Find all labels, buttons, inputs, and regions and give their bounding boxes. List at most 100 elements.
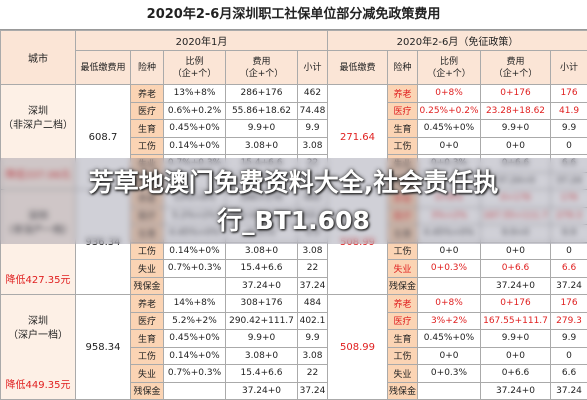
value-cell: 9.9+0 (225, 119, 298, 138)
value-cell: 176 (549, 84, 587, 103)
value-cell: 290.42+111.7 (225, 311, 298, 330)
value-cell: 0 (549, 136, 587, 155)
value-cell: 0.45%+0% (417, 329, 481, 348)
value-cell: 0+0 (480, 346, 551, 365)
value-cell: 0.14%+0% (163, 241, 226, 260)
city-cell: 深圳 （深户一档） 降低449.35元 (0, 294, 76, 400)
overlay-line: 芳草地澳门免费资料大全,社会责任执 (88, 168, 499, 197)
header-cell: 最低缴费 (327, 50, 388, 85)
value-cell: 41.9 (549, 101, 587, 120)
value-cell: 14%+8% (163, 294, 226, 313)
value-cell: 0+6.6 (480, 259, 551, 278)
value-cell: 167.55+111.7 (480, 311, 551, 330)
type-cell: 工伤 (387, 241, 418, 260)
value-cell: 3%+2% (417, 311, 481, 330)
header-cell: 小计 (297, 50, 328, 85)
data-row: 残保金 37.24+0 37.24 残保金 37.24+0 37.24 (1, 381, 587, 400)
overlay-line: 行_BT1.608 (217, 206, 370, 235)
value-cell: 0+0 (417, 241, 481, 260)
header-sub: （企+个） (172, 68, 217, 79)
header-sub: （企+个） (493, 68, 538, 79)
value-cell: 0+0.3% (417, 259, 481, 278)
value-cell: 15.4+6.6 (225, 364, 298, 383)
data-row: 工伤 0.14%+0% 3.08+0 3.08 工伤 0+0 0+0 0 (1, 346, 587, 365)
value-cell: 3.08+0 (225, 241, 298, 260)
value-cell: 5.2%+2% (163, 311, 226, 330)
data-row: 生育 0.45%+0% 9.9+0 9.9 生育 0.45%+0% 9.9+0 9.9 (1, 329, 587, 348)
ratio-cell (417, 276, 481, 295)
value-cell: 3.08 (297, 136, 328, 155)
value-cell: 0+0 (480, 241, 551, 260)
header-cell: 费用 （企+个） (480, 50, 551, 85)
value-cell: 462 (297, 84, 328, 103)
header-sub: （企+个） (239, 68, 284, 79)
data-row: 深圳 （非深户二档） 降低337.06元 608.7 养老 13%+8% 286+176 46… (0, 84, 587, 190)
type-cell: 生育 (130, 329, 164, 348)
value-cell: 22 (297, 259, 328, 278)
ratio-cell (163, 381, 226, 400)
type-cell: 工伤 (387, 346, 418, 365)
data-row: 医疗 0.6%+0.2% 55.86+18.62 74.48 医疗 0.25%+0.2% 2… (1, 101, 587, 120)
value-cell: 286+176 (225, 84, 298, 103)
data-row: 深圳 （深户一档） 降低449.35元 958.34 养老 14%+8% 308+176 48… (0, 294, 587, 400)
type-cell: 失业 (130, 364, 164, 383)
value-cell: 402.1 (297, 311, 328, 330)
value-cell: 23.28+18.62 (480, 101, 551, 120)
overlay-band (0, 158, 587, 244)
header-cell: 险种 (387, 50, 418, 85)
type-cell: 工伤 (130, 241, 164, 260)
value-cell: 0+176 (480, 294, 551, 313)
value-cell: 0.25%+0.2% (417, 101, 481, 120)
header-cell: 比例 （企+个） (163, 50, 226, 85)
title: 2020年2-6月深圳职工社保单位部分减免政策费用 (0, 0, 587, 30)
min-pay: 508.99 (327, 294, 388, 400)
city-sub: （非深户二档） (3, 120, 73, 131)
header-cell: 城市 (0, 30, 76, 85)
type-cell: 失业 (387, 364, 418, 383)
header-cell: 险种 (130, 50, 164, 85)
min-pay: 958.34 (75, 294, 131, 400)
type-cell: 生育 (387, 329, 418, 348)
header-text: 费用 (506, 56, 525, 67)
value-cell: 13%+8% (163, 84, 226, 103)
header-row: 最低缴费用 险种 比例 （企+个） 费用 （企+个） 小计 最低缴费 险种 比例 （企+个） 费用 （企… (1, 50, 587, 85)
type-cell: 生育 (387, 119, 418, 138)
type-cell: 养老 (387, 294, 418, 313)
value-cell: 9.9+0 (480, 329, 551, 348)
data-row: 医疗 5.2%+2% 290.42+111.7 402.1 医疗 3%+2% 167.55+… (1, 311, 587, 330)
value-cell: 37.24+0 (225, 276, 298, 295)
value-cell: 37.24+0 (480, 381, 551, 400)
type-cell: 残保金 (387, 276, 418, 295)
value-cell: 9.9 (297, 329, 328, 348)
value-cell: 6.6 (549, 259, 587, 278)
type-cell: 医疗 (387, 311, 418, 330)
data-row: 失业 0.7%+0.3% 15.4+6.6 22 失业 0+0.3% 0+6.6 6.6 (1, 259, 587, 278)
header-sub: （企+个） (427, 68, 471, 79)
city-name: 深圳 (28, 316, 48, 327)
type-cell: 残保金 (387, 381, 418, 400)
header-text: 比例 (185, 56, 204, 67)
value-cell: 0+0.3% (417, 364, 481, 383)
value-cell: 6.6 (549, 364, 587, 383)
value-cell: 9.9+0 (225, 329, 298, 348)
value-cell: 0.6%+0.2% (163, 101, 226, 120)
value-cell: 0+6.6 (480, 364, 551, 383)
type-cell: 工伤 (387, 136, 418, 155)
value-cell: 0+0 (417, 346, 481, 365)
value-cell: 484 (297, 294, 328, 313)
value-cell: 3.08 (297, 241, 328, 260)
data-row: 工伤 0.14%+0% 3.08+0 3.08 工伤 0+0 0+0 0 (1, 136, 587, 155)
value-cell: 37.24 (297, 381, 328, 400)
header-cell: 费用 （企+个） (225, 50, 298, 85)
ratio-cell (417, 381, 481, 400)
type-cell: 医疗 (387, 101, 418, 120)
header-cell: 2020年1月 (75, 30, 328, 51)
type-cell: 失业 (387, 259, 418, 278)
value-cell: 3.08+0 (225, 136, 298, 155)
value-cell: 0+176 (480, 84, 551, 103)
value-cell: 3.08 (297, 346, 328, 365)
value-cell: 15.4+6.6 (225, 259, 298, 278)
type-cell: 医疗 (130, 101, 164, 120)
value-cell: 37.24+0 (480, 276, 551, 295)
